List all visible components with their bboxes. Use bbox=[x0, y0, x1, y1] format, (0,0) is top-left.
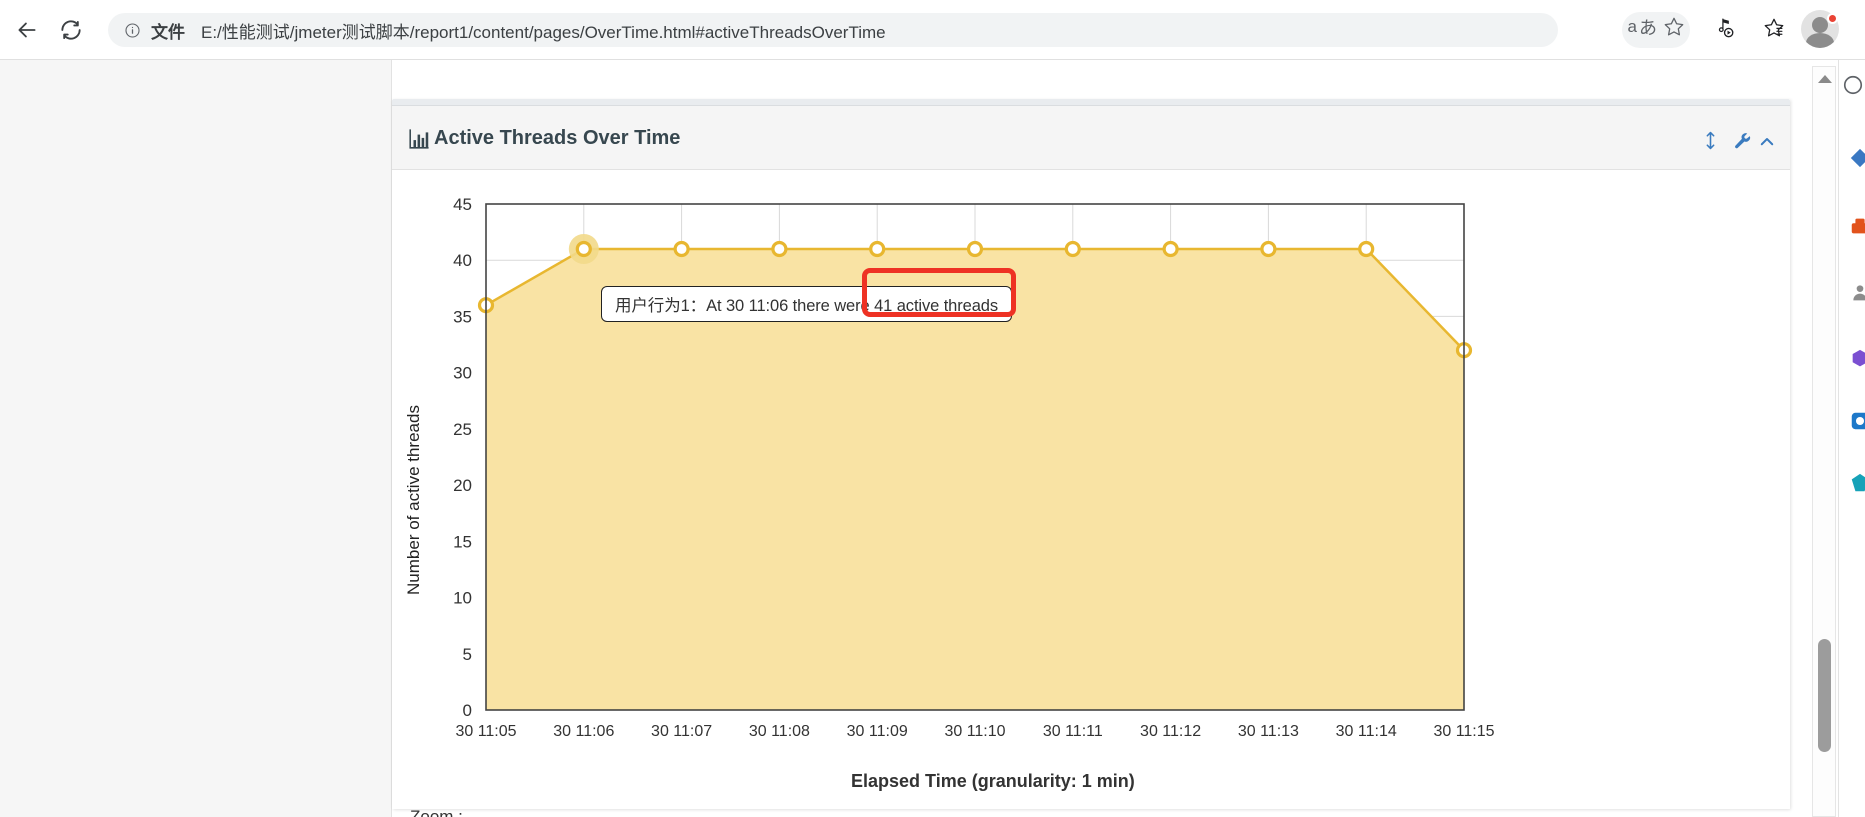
svg-text:0: 0 bbox=[463, 701, 472, 720]
svg-text:30 11:10: 30 11:10 bbox=[944, 723, 1005, 740]
svg-text:30 11:15: 30 11:15 bbox=[1433, 723, 1494, 740]
svg-text:10: 10 bbox=[453, 589, 472, 608]
svg-text:25: 25 bbox=[453, 420, 472, 439]
svg-text:45: 45 bbox=[453, 195, 472, 214]
svg-text:30 11:11: 30 11:11 bbox=[1043, 723, 1103, 740]
svg-text:5: 5 bbox=[463, 645, 472, 664]
svg-text:30 11:09: 30 11:09 bbox=[847, 723, 908, 740]
svg-text:30 11:05: 30 11:05 bbox=[455, 723, 516, 740]
svg-text:15: 15 bbox=[453, 532, 472, 551]
svg-text:30 11:13: 30 11:13 bbox=[1238, 723, 1299, 740]
svg-text:35: 35 bbox=[453, 307, 472, 326]
svg-text:30 11:06: 30 11:06 bbox=[553, 723, 614, 740]
svg-text:30 11:14: 30 11:14 bbox=[1336, 723, 1397, 740]
svg-text:30 11:07: 30 11:07 bbox=[651, 723, 712, 740]
svg-text:40: 40 bbox=[453, 251, 472, 270]
svg-text:30 11:08: 30 11:08 bbox=[749, 723, 810, 740]
svg-text:30 11:12: 30 11:12 bbox=[1140, 723, 1201, 740]
svg-text:20: 20 bbox=[453, 476, 472, 495]
svg-text:30: 30 bbox=[453, 364, 472, 383]
